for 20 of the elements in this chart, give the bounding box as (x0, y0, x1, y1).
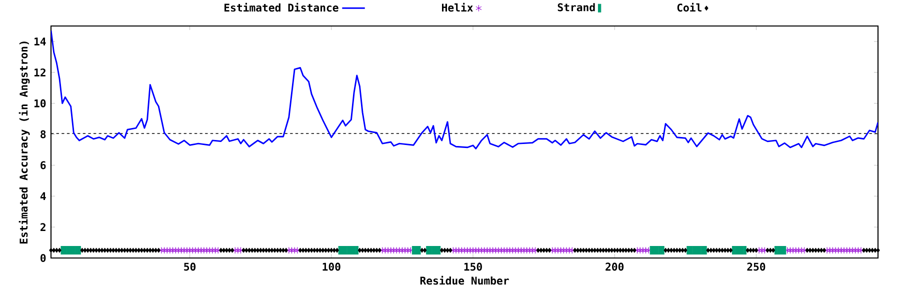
y-tick-label: 4 (40, 192, 46, 200)
x-tick-label: 150 (464, 262, 482, 271)
y-tick-label: 2 (40, 223, 46, 232)
x-tick-label: 50 (184, 262, 196, 271)
y-tick-label: 0 (40, 254, 46, 262)
legend-label: Coil (677, 2, 702, 12)
y-tick-label: 6 (40, 161, 46, 170)
legend-label: Helix (442, 2, 473, 12)
y-tick-label: 14 (34, 38, 46, 46)
x-tick-label: 100 (322, 262, 340, 271)
x-tick-label: 200 (606, 262, 624, 271)
x-tick-label: 250 (747, 262, 766, 271)
legend-label: Strand (558, 3, 595, 12)
line-series (50, 30, 878, 150)
y-tick-label: 12 (34, 68, 46, 76)
x-axis-title: Residue Number (420, 276, 509, 285)
y-tick-label: 10 (34, 99, 46, 108)
y-tick-label: 8 (40, 130, 46, 138)
y-axis-title: Estimated Accuracy (in Angstron) (18, 42, 30, 244)
legend-label: Estimated Distance (224, 2, 338, 12)
